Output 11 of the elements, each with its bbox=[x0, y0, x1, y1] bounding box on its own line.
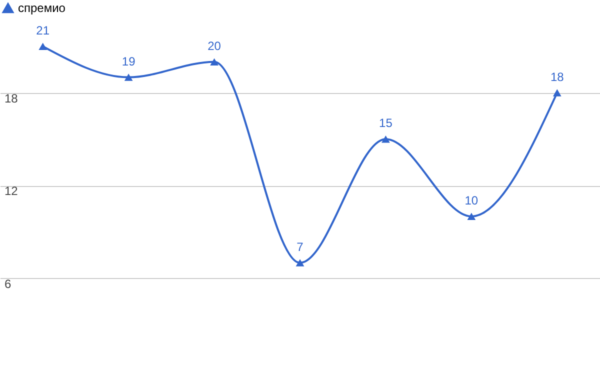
data-label: 20 bbox=[208, 38, 222, 53]
y-tick-label: 6 bbox=[4, 276, 12, 291]
data-label: 21 bbox=[36, 23, 50, 38]
data-label: 19 bbox=[122, 54, 136, 68]
data-label: 7 bbox=[296, 240, 304, 254]
data-label: 18 bbox=[550, 70, 564, 84]
data-label: 15 bbox=[379, 116, 393, 130]
data-label: 10 bbox=[464, 193, 478, 208]
y-tick-label: 12 bbox=[4, 184, 18, 198]
y-tick-label: 18 bbox=[4, 91, 18, 106]
legend-label: спремио bbox=[18, 1, 66, 15]
